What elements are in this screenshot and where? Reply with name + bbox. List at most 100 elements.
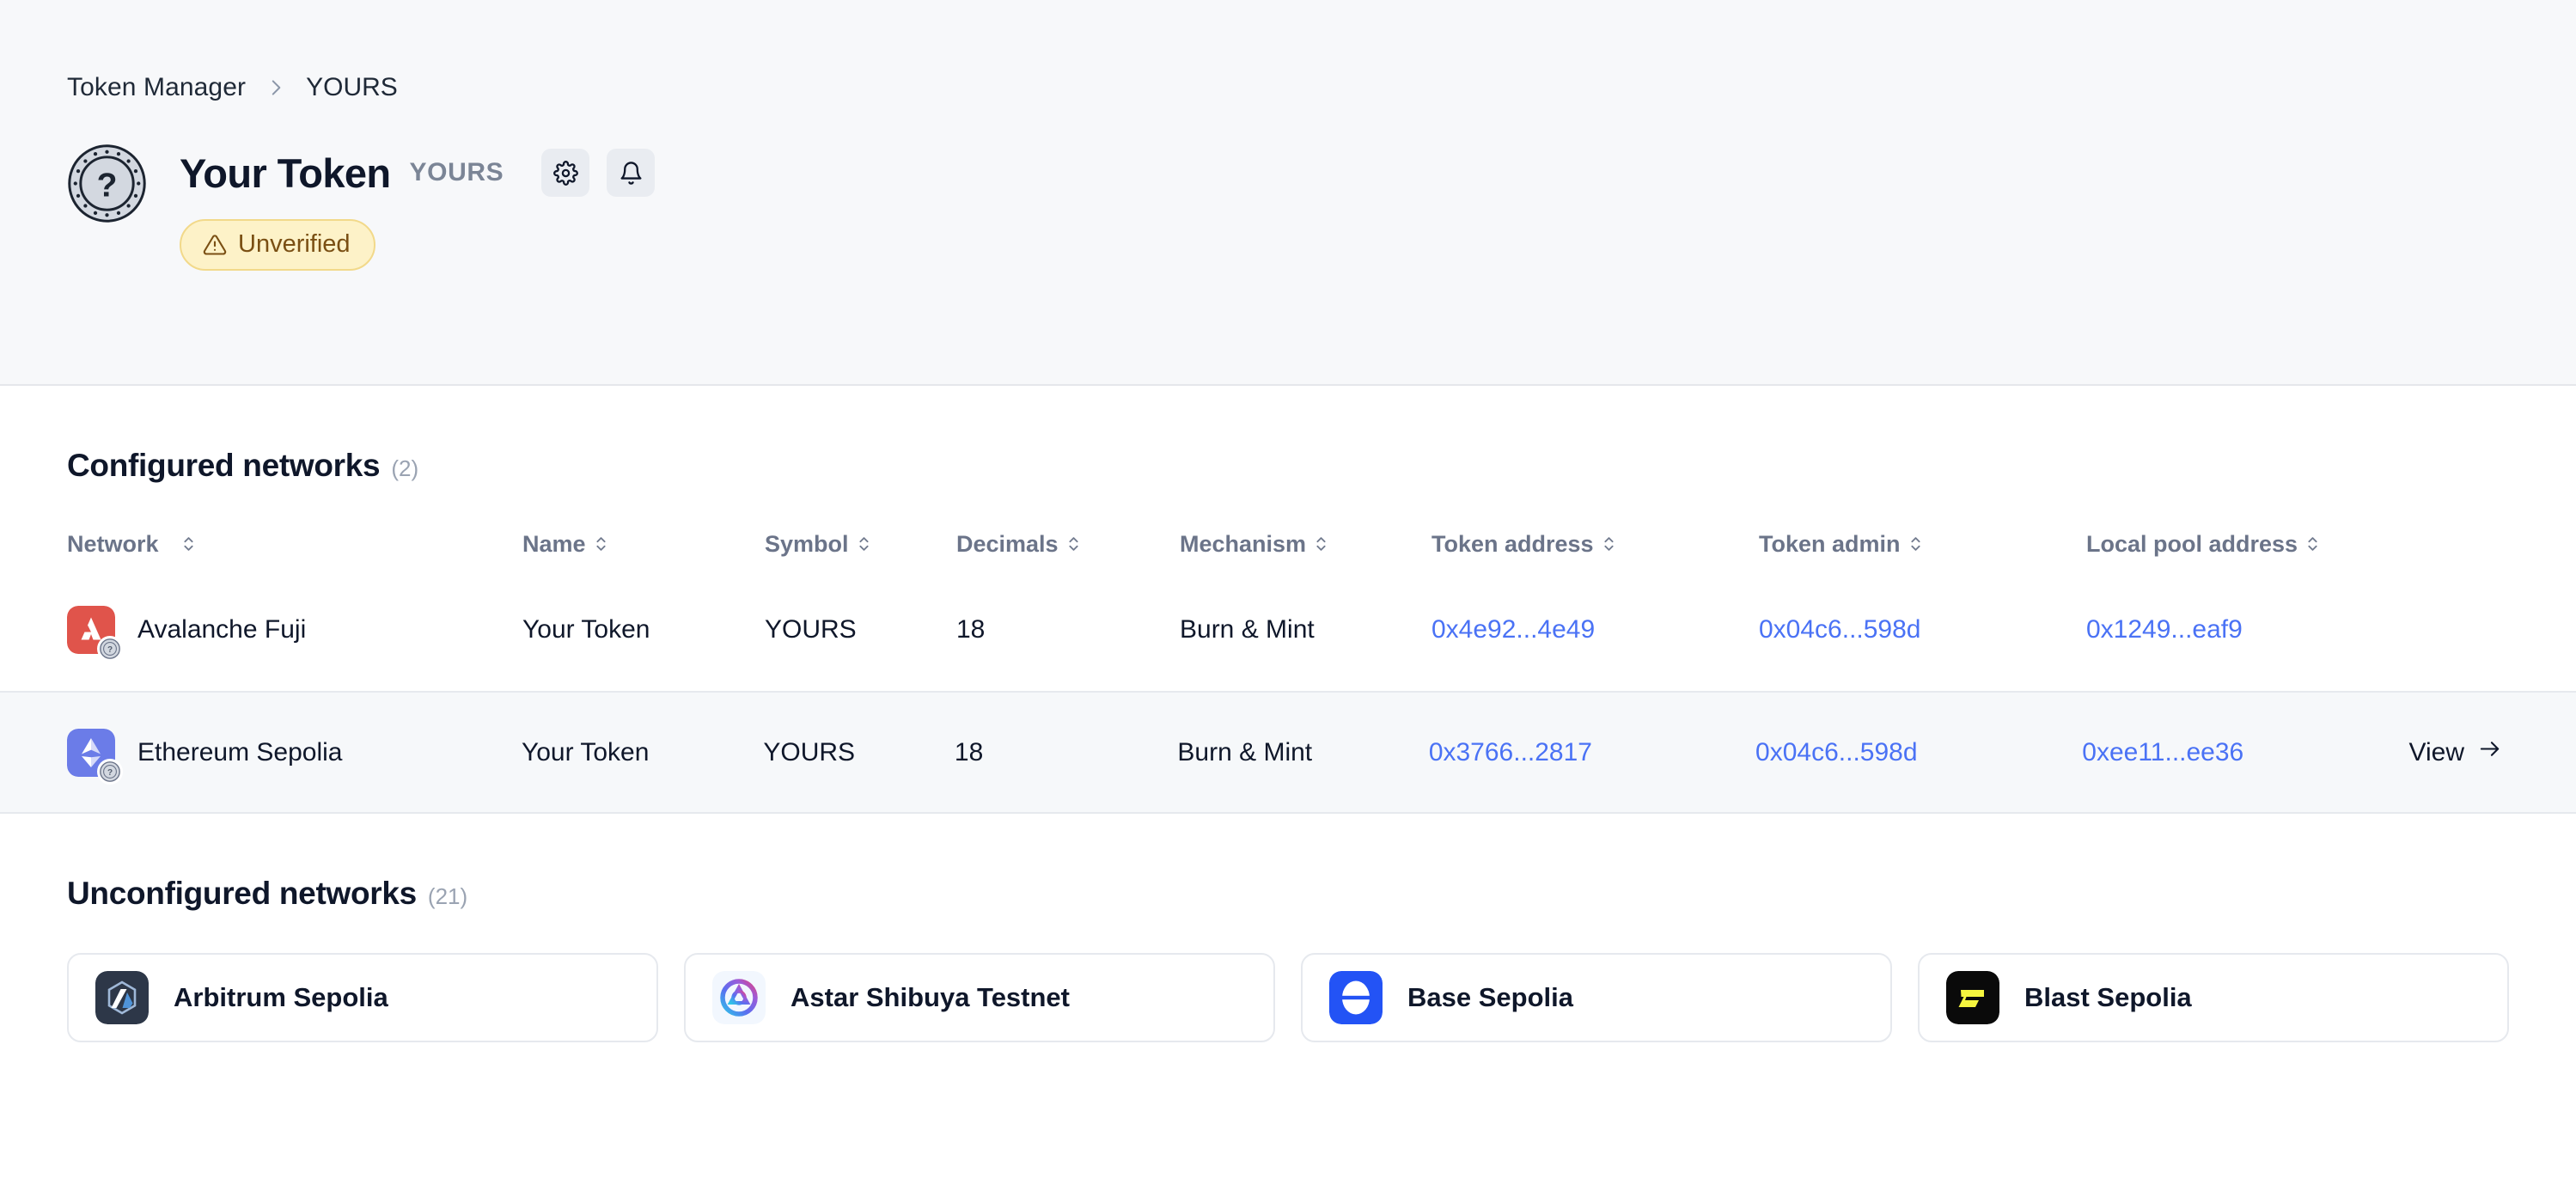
cell-mechanism: Burn & Mint bbox=[1177, 737, 1313, 767]
cell-network: ? Avalanche Fuji bbox=[67, 605, 522, 662]
view-label: View bbox=[2408, 737, 2464, 767]
column-label: Local pool address bbox=[2086, 530, 2298, 557]
svg-text:?: ? bbox=[107, 768, 113, 778]
sort-icon bbox=[857, 534, 871, 553]
cell-local-pool-address: 0xee11...ee36 bbox=[2082, 738, 2408, 767]
status-badge-label: Unverified bbox=[238, 230, 351, 258]
configured-networks-heading: Configured networks (2) bbox=[67, 386, 2509, 484]
configured-networks-count: (2) bbox=[391, 455, 419, 481]
network-card-label: Astar Shibuya Testnet bbox=[791, 982, 1071, 1012]
cell-token-address: 0x3766...2817 bbox=[1429, 738, 1755, 767]
cell-symbol: YOURS bbox=[765, 614, 857, 644]
column-header-mechanism[interactable]: Mechanism bbox=[1180, 531, 1431, 558]
network-card-label: Base Sepolia bbox=[1407, 982, 1573, 1012]
column-header-token-address[interactable]: Token address bbox=[1431, 531, 1759, 558]
avalanche-icon: ? bbox=[67, 605, 123, 662]
network-name: Ethereum Sepolia bbox=[137, 737, 343, 767]
unconfigured-networks-grid: Arbitrum Sepolia bbox=[67, 953, 2509, 1042]
cell-token-admin: 0x04c6...598d bbox=[1759, 615, 2086, 644]
column-header-local-pool-address[interactable]: Local pool address bbox=[2086, 531, 2414, 558]
cell-name: Your Token bbox=[521, 737, 650, 767]
column-header-token-admin[interactable]: Token admin bbox=[1759, 531, 2086, 558]
column-label: Symbol bbox=[765, 530, 849, 557]
cell-action: View bbox=[2409, 736, 2509, 768]
cell-network: ? Ethereum Sepolia bbox=[67, 728, 522, 785]
column-header-network[interactable]: Network bbox=[67, 531, 522, 558]
cell-token-address: 0x4e92...4e49 bbox=[1431, 615, 1759, 644]
sort-icon bbox=[1066, 534, 1081, 553]
view-row-button[interactable]: View bbox=[2409, 736, 2502, 768]
unconfigured-networks-count: (21) bbox=[427, 883, 468, 909]
cell-symbol: YOURS bbox=[763, 737, 856, 767]
table-row[interactable]: ? Ethereum Sepolia Your Token YOURS 18 B… bbox=[0, 691, 2576, 814]
sort-icon bbox=[1602, 534, 1616, 553]
token-address-link[interactable]: 0x3766...2817 bbox=[1428, 737, 1592, 767]
token-admin-link[interactable]: 0x04c6...598d bbox=[1755, 737, 1918, 767]
chevron-right-icon bbox=[265, 76, 287, 99]
token-title-line: Your Token YOURS bbox=[180, 149, 656, 197]
column-header-name[interactable]: Name bbox=[522, 531, 765, 558]
cell-token-admin: 0x04c6...598d bbox=[1755, 738, 2082, 767]
local-pool-address-link[interactable]: 0xee11...ee36 bbox=[2082, 737, 2244, 767]
column-label: Name bbox=[522, 530, 586, 557]
column-label: Token admin bbox=[1759, 530, 1901, 557]
warning-triangle-icon bbox=[203, 233, 227, 257]
sort-icon bbox=[2305, 534, 2320, 553]
svg-text:?: ? bbox=[107, 645, 113, 655]
column-header-decimals[interactable]: Decimals bbox=[956, 531, 1180, 558]
network-card-arbitrum-sepolia[interactable]: Arbitrum Sepolia bbox=[67, 953, 658, 1042]
network-card-label: Arbitrum Sepolia bbox=[174, 982, 388, 1012]
token-meta: Your Token YOURS bbox=[180, 140, 656, 271]
breadcrumb-current-yours: YOURS bbox=[306, 73, 398, 101]
column-label: Network bbox=[67, 530, 159, 557]
sort-icon bbox=[1908, 534, 1923, 553]
gear-icon bbox=[552, 160, 578, 186]
local-pool-address-link[interactable]: 0x1249...eaf9 bbox=[2086, 614, 2243, 644]
unconfigured-networks-heading: Unconfigured networks (21) bbox=[67, 814, 2509, 912]
unknown-badge-icon: ? bbox=[97, 635, 123, 662]
sort-icon bbox=[181, 534, 196, 553]
configured-networks-title: Configured networks bbox=[67, 448, 381, 483]
cell-local-pool-address: 0x1249...eaf9 bbox=[2086, 615, 2414, 644]
arbitrum-icon bbox=[95, 971, 149, 1024]
sort-icon bbox=[594, 534, 608, 553]
cell-decimals: 18 bbox=[954, 737, 984, 767]
configured-networks-table: Network Name Symbol bbox=[0, 520, 2576, 814]
network-card-blast-sepolia[interactable]: Blast Sepolia bbox=[1918, 953, 2509, 1042]
svg-text:?: ? bbox=[97, 167, 118, 204]
blast-icon bbox=[1946, 971, 1999, 1024]
arrow-right-icon bbox=[2477, 736, 2502, 768]
token-header-band: Token Manager YOURS bbox=[0, 0, 2576, 386]
network-card-base-sepolia[interactable]: Base Sepolia bbox=[1301, 953, 1892, 1042]
table-header-row: Network Name Symbol bbox=[67, 520, 2509, 568]
unconfigured-networks-title: Unconfigured networks bbox=[67, 876, 417, 911]
column-label: Decimals bbox=[956, 530, 1059, 557]
ethereum-icon: ? bbox=[67, 728, 123, 785]
token-identity: ? Your Token YOURS bbox=[67, 140, 2576, 271]
column-label: Token address bbox=[1431, 530, 1594, 557]
breadcrumb-link-token-manager[interactable]: Token Manager bbox=[67, 73, 247, 101]
cell-name: Your Token bbox=[522, 614, 650, 644]
settings-button[interactable] bbox=[541, 149, 590, 197]
status-badge[interactable]: Unverified bbox=[180, 219, 375, 271]
token-symbol: YOURS bbox=[409, 158, 504, 186]
cell-decimals: 18 bbox=[956, 614, 986, 644]
column-header-symbol[interactable]: Symbol bbox=[765, 531, 956, 558]
token-admin-link[interactable]: 0x04c6...598d bbox=[1759, 614, 1921, 644]
unknown-token-icon: ? bbox=[67, 144, 147, 223]
notifications-button[interactable] bbox=[607, 149, 656, 197]
network-card-astar-shibuya-testnet[interactable]: Astar Shibuya Testnet bbox=[684, 953, 1275, 1042]
base-icon bbox=[1329, 971, 1383, 1024]
breadcrumb: Token Manager YOURS bbox=[67, 0, 2576, 102]
network-name: Avalanche Fuji bbox=[137, 614, 307, 644]
network-card-label: Blast Sepolia bbox=[2024, 982, 2192, 1012]
page-title: Your Token bbox=[180, 150, 391, 196]
unknown-badge-icon: ? bbox=[97, 758, 123, 785]
main-content: Configured networks (2) Network Name bbox=[0, 386, 2576, 1042]
astar-icon bbox=[712, 971, 766, 1024]
bell-icon bbox=[619, 161, 644, 186]
token-address-link[interactable]: 0x4e92...4e49 bbox=[1431, 614, 1596, 644]
sort-icon bbox=[1314, 534, 1328, 553]
table-row[interactable]: ? Avalanche Fuji Your Token YOURS 18 Bur… bbox=[67, 568, 2509, 691]
column-label: Mechanism bbox=[1180, 530, 1307, 557]
